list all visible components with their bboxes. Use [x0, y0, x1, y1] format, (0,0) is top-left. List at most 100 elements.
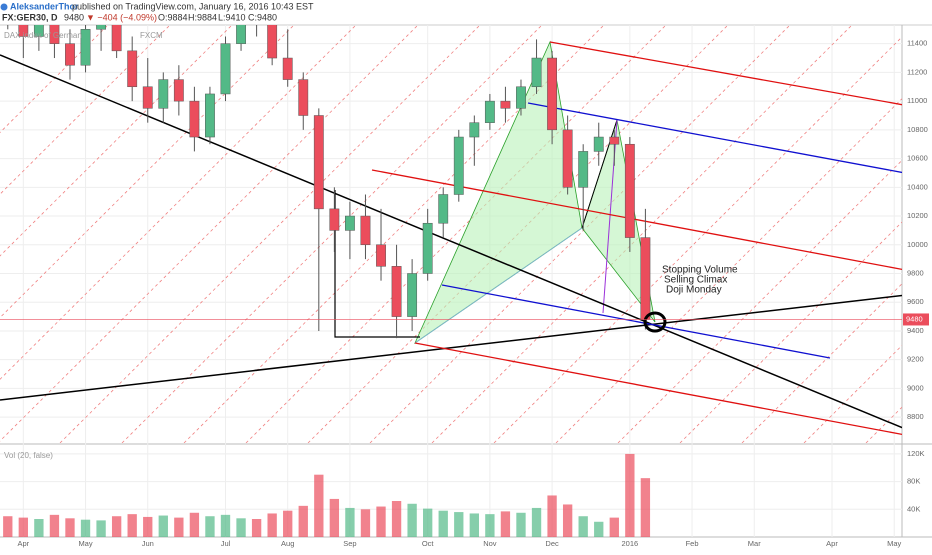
pitchfork — [549, 41, 902, 106]
volume-bar — [314, 474, 324, 537]
candle-body — [360, 215, 371, 246]
y-tick-label: 40K — [907, 504, 920, 513]
annotation: Doji Monday — [666, 285, 722, 296]
candle-body — [376, 244, 386, 267]
candle-body — [640, 237, 651, 320]
candle-body — [33, 25, 44, 37]
fib-line — [741, 283, 902, 443]
volume-bar — [594, 521, 604, 537]
volume-bar — [189, 512, 200, 537]
fib-line — [0, 25, 109, 134]
y-tick-label: 120K — [907, 449, 925, 458]
y-tick-label: 10400 — [907, 182, 928, 191]
x-tick-label: 2016 — [622, 539, 639, 548]
candle-body — [282, 57, 293, 80]
y-tick-label: 9400 — [907, 326, 924, 335]
candle-body — [484, 100, 495, 123]
volume-bar — [158, 515, 168, 537]
candle-body — [344, 215, 355, 231]
last-price-label: 9480 — [906, 314, 923, 323]
volume-bar — [143, 516, 153, 537]
x-tick-label: Mar — [748, 539, 761, 548]
candle-body — [267, 25, 278, 59]
low: L:9410 — [218, 12, 246, 22]
y-tick-label: 10800 — [907, 125, 928, 134]
candle-body — [391, 266, 402, 317]
x-tick-label: Feb — [686, 539, 699, 548]
volume-bar — [376, 506, 386, 537]
pitchfork — [371, 169, 902, 271]
volume-bar — [174, 517, 184, 537]
candle-body — [80, 29, 91, 66]
candle-body — [127, 50, 138, 88]
candle-body — [624, 143, 635, 238]
instrument-title: DAX index of German — [4, 31, 82, 40]
candle-body — [531, 57, 542, 88]
candle-body — [49, 25, 60, 44]
y-tick-label: 11200 — [907, 67, 927, 76]
y-tick-label: 9600 — [907, 297, 924, 306]
x-tick-label: Sep — [343, 539, 356, 548]
volume-bar — [485, 514, 495, 537]
candle-body — [189, 100, 200, 138]
fib-line — [121, 25, 543, 443]
candle-body — [142, 86, 153, 109]
volume-bar — [360, 509, 371, 537]
author[interactable]: AleksanderThor — [10, 1, 79, 11]
annotation: Stopping Volume — [662, 265, 738, 276]
volume-bar — [454, 512, 464, 537]
y-tick-label: 8800 — [907, 412, 924, 421]
x-tick-label: Aug — [281, 539, 294, 548]
fib-line — [0, 25, 357, 380]
x-tick-label: Oct — [422, 539, 435, 548]
volume-bar — [283, 510, 293, 537]
candle-body — [438, 194, 449, 224]
fib-line — [431, 25, 853, 443]
candle-body — [65, 43, 75, 66]
y-tick-label: 10000 — [907, 240, 928, 249]
candle-body — [158, 79, 169, 109]
volume-bar — [640, 478, 651, 537]
avatar — [0, 3, 8, 11]
channel — [441, 284, 831, 359]
volume-bar — [65, 518, 75, 537]
volume-bar — [111, 516, 122, 537]
volume-bar — [516, 512, 526, 537]
volume-bar — [531, 507, 542, 537]
instrument-source: FXCM — [140, 31, 163, 40]
fib-line — [369, 25, 791, 443]
y-tick-label: 11000 — [907, 96, 927, 105]
symbol: FX:GER30, D — [2, 12, 58, 22]
candle-body — [173, 79, 184, 102]
candle-body — [578, 151, 589, 188]
candle-body — [96, 25, 107, 30]
volume — [3, 453, 651, 537]
fib-line — [0, 25, 419, 442]
volume-bar — [391, 501, 402, 537]
trend-line — [0, 294, 902, 401]
last: 9480 — [64, 12, 84, 22]
candle-body — [516, 86, 526, 109]
x-tick-label: May — [887, 539, 901, 548]
x-tick-label: Nov — [483, 539, 497, 548]
volume-bar — [267, 513, 277, 537]
y-tick-label: 80K — [907, 477, 920, 486]
fib-line — [803, 344, 902, 443]
y-tick-label: 9000 — [907, 383, 924, 392]
volume-bar — [3, 516, 13, 537]
volume-bar — [423, 508, 433, 537]
candle-body — [220, 43, 231, 95]
range-line — [334, 190, 420, 338]
fib-line — [245, 25, 667, 443]
fib-line — [59, 25, 481, 443]
volume-bar — [80, 519, 91, 537]
x-tick-label: Jun — [142, 539, 154, 548]
volume-bar — [18, 517, 28, 537]
change: ▼ −404 (−4.09%) — [86, 12, 157, 22]
candle-body — [329, 208, 340, 231]
volume-bar — [407, 503, 417, 537]
volume-bar — [34, 519, 44, 537]
volume-bar — [345, 507, 355, 537]
volume-bar — [562, 504, 573, 537]
